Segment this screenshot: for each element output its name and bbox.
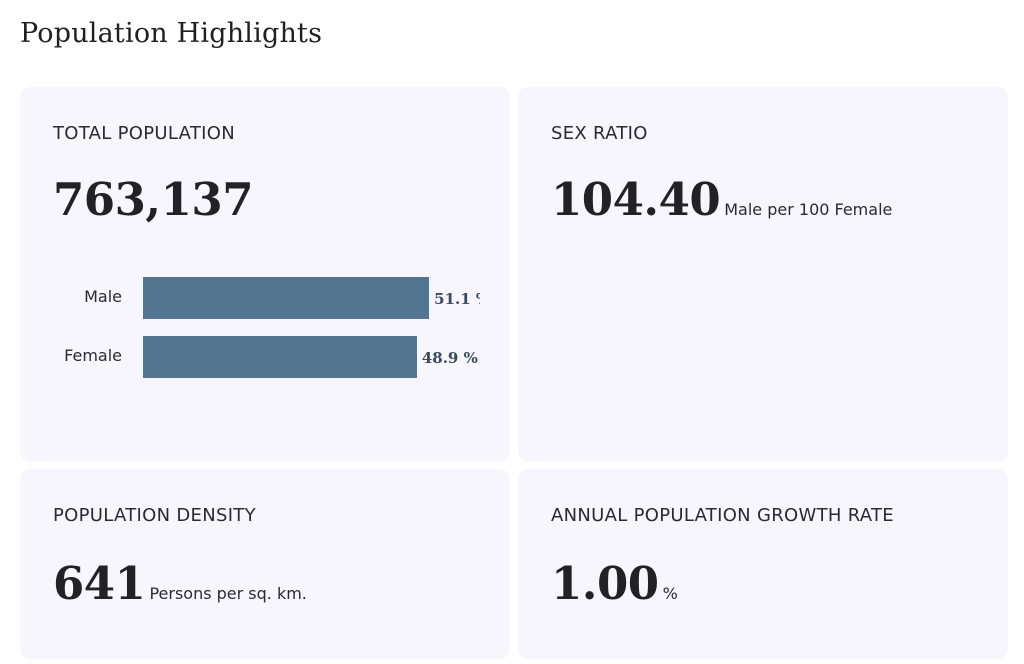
gender-bar-chart: Male 51.1 % Female 48.9 % xyxy=(20,277,480,382)
population-density-label: POPULATION DENSITY xyxy=(53,505,256,526)
population-density-unit: Persons per sq. km. xyxy=(149,584,307,603)
growth-rate-value-row: 1.00 % xyxy=(551,557,678,610)
gender-bar-value-male: 51.1 % xyxy=(434,290,480,308)
gender-bar-row-female: Female 48.9 % xyxy=(20,336,480,378)
gender-bar-male xyxy=(143,277,430,319)
gender-bar-label-female: Female xyxy=(64,346,122,365)
sex-ratio-label: SEX RATIO xyxy=(551,123,648,144)
gender-bar-row-male: Male 51.1 % xyxy=(20,277,480,319)
total-population-value: 763,137 xyxy=(53,173,254,226)
sex-ratio-value: 104.40 xyxy=(551,173,721,226)
growth-rate-value: 1.00 xyxy=(551,557,659,610)
gender-bar-value-female: 48.9 % xyxy=(421,349,478,367)
growth-rate-label: ANNUAL POPULATION GROWTH RATE xyxy=(551,505,894,526)
population-density-value-row: 641 Persons per sq. km. xyxy=(53,557,307,610)
gender-bar-female xyxy=(143,336,417,378)
sex-ratio-value-row: 104.40 Male per 100 Female xyxy=(551,173,892,226)
population-density-card: POPULATION DENSITY 641 Persons per sq. k… xyxy=(20,469,510,659)
total-population-label: TOTAL POPULATION xyxy=(53,123,235,144)
total-population-value-row: 763,137 xyxy=(53,173,254,226)
total-population-card: TOTAL POPULATION 763,137 Male 51.1 % Fem… xyxy=(20,87,510,462)
page-title: Population Highlights xyxy=(20,18,323,49)
sex-ratio-card: SEX RATIO 104.40 Male per 100 Female xyxy=(518,87,1008,462)
sex-ratio-unit: Male per 100 Female xyxy=(724,200,893,219)
growth-rate-card: ANNUAL POPULATION GROWTH RATE 1.00 % xyxy=(518,469,1008,659)
growth-rate-unit: % xyxy=(662,584,678,603)
gender-bar-label-male: Male xyxy=(84,287,122,306)
population-density-value: 641 xyxy=(53,557,146,610)
